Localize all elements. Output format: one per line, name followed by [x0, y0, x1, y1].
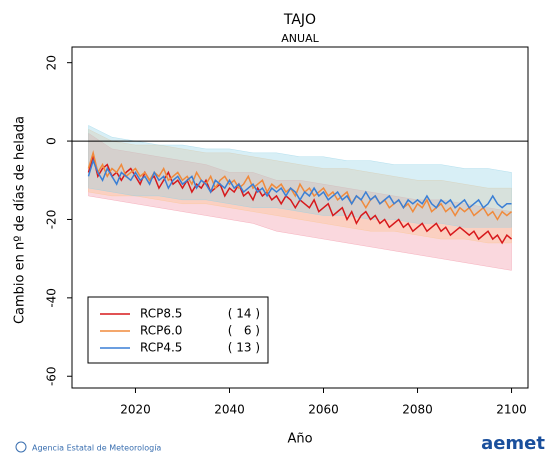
x-tick-label: 2020 [120, 403, 151, 417]
footer-left: Agencia Estatal de Meteorología [32, 444, 161, 453]
y-axis-label: Cambio en nº de días de helada [13, 116, 28, 324]
plot-frame [71, 46, 529, 389]
band [88, 124, 512, 228]
y-tick-label: 0 [45, 137, 59, 145]
y-tick-label: -40 [45, 288, 59, 308]
band [88, 132, 512, 271]
x-tick-label: 2100 [496, 403, 527, 417]
legend-count: ( 14 ) [228, 307, 260, 321]
legend-box [87, 296, 269, 364]
legend-count: ( 6 ) [228, 324, 260, 338]
series-line [87, 149, 513, 221]
legend-count: ( 13 ) [228, 341, 260, 355]
y-tick-label: 20 [45, 55, 59, 70]
chart-subtitle: ANUAL [281, 32, 319, 45]
x-axis-label: Año [287, 432, 312, 447]
x-tick-label: 2080 [402, 403, 433, 417]
series-line [87, 158, 512, 210]
copyright-icon [15, 441, 27, 453]
footer-right: aemet [481, 433, 545, 454]
legend-label: RCP4.5 [140, 341, 182, 355]
legend-label: RCP6.0 [140, 324, 182, 338]
y-tick-label: -60 [45, 366, 59, 386]
legend-label: RCP8.5 [140, 307, 182, 321]
x-tick-label: 2060 [308, 403, 339, 417]
x-tick-label: 2040 [214, 403, 245, 417]
chart-title: TAJO [283, 12, 316, 28]
y-tick-label: -20 [45, 210, 59, 230]
